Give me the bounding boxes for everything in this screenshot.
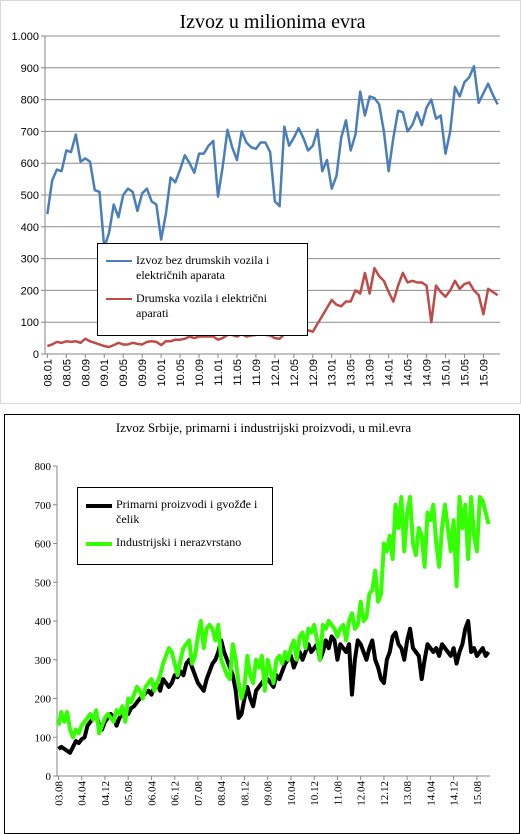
x-tick-label: 15.08 xyxy=(472,781,484,806)
x-tick-label: 04.04 xyxy=(77,781,89,806)
legend-swatch xyxy=(106,260,132,262)
legend: Primarni proizvodi i gvožđe i čelik Indus… xyxy=(77,487,273,565)
x-tick-label: 13.05 xyxy=(346,359,358,387)
legend-label: Primarni proizvodi i gvožđe i čelik xyxy=(116,497,258,526)
x-tick-label: 10.04 xyxy=(286,781,298,806)
x-tick-label: 10.01 xyxy=(156,359,168,387)
x-tick-label: 10.05 xyxy=(175,359,187,387)
y-tick-label: 300 xyxy=(35,655,52,667)
x-tick-label: 06.04 xyxy=(146,781,158,806)
x-tick-label: 14.09 xyxy=(422,359,434,387)
legend-label: Drumska vozila i električni aparati xyxy=(136,291,267,320)
y-tick-label: 800 xyxy=(21,95,39,107)
legend-entry: Primarni proizvodi i gvožđe i čelik xyxy=(86,497,264,527)
x-tick-label: 11.08 xyxy=(332,781,344,806)
series-line xyxy=(56,495,491,740)
y-tick-label: 900 xyxy=(21,63,39,75)
legend-entry: Izvoz bez drumskih vozila i električnih … xyxy=(106,253,299,283)
x-tick-label: 10.12 xyxy=(309,781,321,806)
x-tick-label: 03.08 xyxy=(53,781,65,806)
x-tick-label: 07.08 xyxy=(193,781,205,806)
x-tick-label: 12.12 xyxy=(379,781,391,806)
x-tick-label: 11.09 xyxy=(251,359,263,386)
x-tick-label: 15.01 xyxy=(440,359,452,387)
legend: Izvoz bez drumskih vozila i električnih … xyxy=(97,243,308,336)
y-tick-label: 0 xyxy=(46,771,52,783)
y-tick-label: 500 xyxy=(35,577,52,589)
y-tick-label: 100 xyxy=(21,317,39,329)
x-tick-label: 14.04 xyxy=(425,781,437,806)
x-tick-label: 09.09 xyxy=(137,359,149,387)
x-tick-label: 09.01 xyxy=(99,359,111,387)
x-tick-label: 11.01 xyxy=(213,359,225,386)
legend-entry: Industrijski i nerazvrstano xyxy=(86,535,264,550)
x-tick-label: 08.12 xyxy=(239,781,251,806)
y-tick-label: 400 xyxy=(35,616,52,628)
legend-swatch xyxy=(86,504,112,508)
chart: Izvoz Srbije, primarni i industrijski pr… xyxy=(4,414,520,834)
y-tick-label: 0 xyxy=(33,349,39,361)
y-tick-label: 500 xyxy=(21,190,39,202)
x-tick-label: 04.12 xyxy=(100,781,112,806)
x-tick-label: 08.01 xyxy=(42,359,54,387)
chart-title: Izvoz u milionima evra xyxy=(179,11,365,33)
legend-label: Industrijski i nerazvrstano xyxy=(116,535,242,549)
x-tick-label: 05.08 xyxy=(123,781,135,806)
x-tick-label: 15.05 xyxy=(459,359,471,387)
chart-frame xyxy=(4,414,520,834)
x-tick-label: 09.08 xyxy=(263,781,275,806)
x-tick-label: 14.01 xyxy=(384,359,396,387)
x-tick-label: 12.05 xyxy=(289,359,301,387)
series-line xyxy=(57,619,491,755)
series-line xyxy=(46,266,499,349)
y-tick-label: 600 xyxy=(21,158,39,170)
y-tick-label: 200 xyxy=(21,285,39,297)
x-tick-label: 13.08 xyxy=(402,781,414,806)
x-tick-label: 06.12 xyxy=(170,781,182,806)
y-tick-label: 200 xyxy=(35,694,52,706)
y-tick-label: 700 xyxy=(21,126,39,138)
x-tick-label: 14.05 xyxy=(403,359,415,387)
chart-title: Izvoz Srbije, primarni i industrijski pr… xyxy=(116,420,412,435)
x-tick-label: 13.01 xyxy=(327,359,339,387)
x-tick-label: 11.05 xyxy=(232,359,244,386)
chart: Izvoz u milionima evra 0 100 200 300 400 500 60… xyxy=(0,0,521,404)
x-tick-label: 13.09 xyxy=(365,359,377,387)
x-tick-label: 12.01 xyxy=(270,359,282,387)
x-tick-label: 09.05 xyxy=(118,359,130,387)
legend-swatch xyxy=(106,298,132,300)
y-tick-label: 300 xyxy=(21,254,39,266)
x-tick-label: 12.04 xyxy=(356,781,368,806)
x-tick-label: 08.09 xyxy=(80,359,92,387)
x-tick-label: 10.09 xyxy=(194,359,206,387)
x-tick-label: 08.04 xyxy=(216,781,228,806)
series-line xyxy=(46,64,499,249)
legend-swatch xyxy=(86,542,112,546)
x-tick-label: 12.09 xyxy=(308,359,320,387)
y-tick-label: 600 xyxy=(35,539,52,551)
x-tick-label: 14.12 xyxy=(449,781,461,806)
y-tick-label: 800 xyxy=(35,461,52,473)
legend-entry: Drumska vozila i električni aparati xyxy=(106,291,299,321)
y-tick-label: 400 xyxy=(21,222,39,234)
y-tick-label: 700 xyxy=(35,500,52,512)
y-tick-label: 100 xyxy=(35,732,52,744)
x-tick-label: 08.05 xyxy=(61,359,73,387)
y-tick-label: 1.000 xyxy=(11,31,39,43)
x-tick-label: 15.09 xyxy=(478,359,490,387)
legend-label: Izvoz bez drumskih vozila i električnih … xyxy=(136,253,270,282)
